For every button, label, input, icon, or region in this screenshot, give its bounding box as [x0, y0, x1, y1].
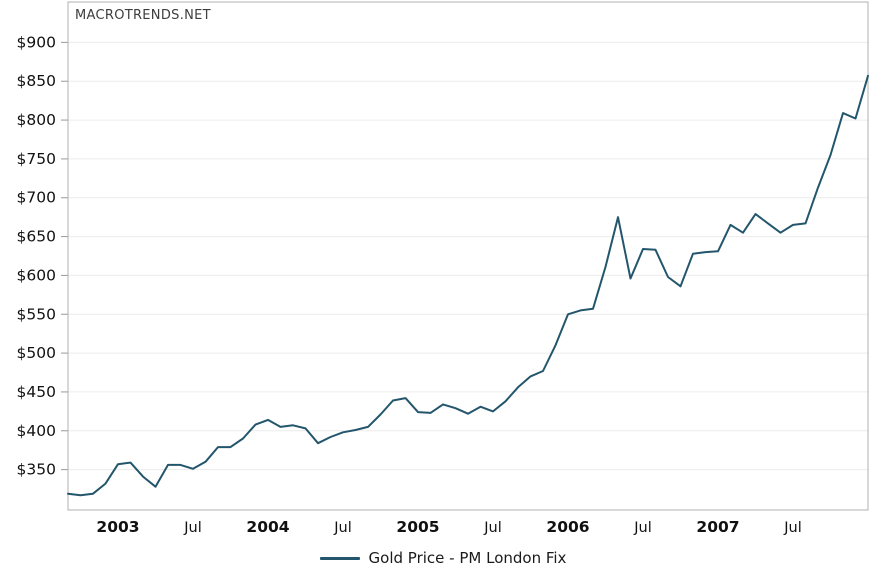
y-tick-label-450: $450	[17, 383, 56, 401]
x-tick-label-2004-16: 2004	[246, 518, 289, 536]
x-tick-label-jul-58: Jul	[783, 520, 802, 536]
macrotrends-watermark: MACROTRENDS.NET	[75, 8, 211, 23]
gold-price-series-line	[67, 74, 869, 497]
y-tick-label-750: $750	[17, 150, 56, 168]
y-tick-label-350: $350	[17, 461, 56, 479]
y-tick-label-500: $500	[17, 344, 56, 362]
legend-item-gold-price[interactable]: Gold Price - PM London Fix	[0, 545, 886, 571]
x-tick-label-jul-22: Jul	[333, 520, 352, 536]
y-tick-label-800: $800	[17, 111, 56, 129]
plot-frame	[67, 1, 869, 511]
y-tick-label-550: $550	[17, 305, 56, 323]
x-tick-label-2003-4: 2003	[96, 518, 139, 536]
legend-line-swatch	[319, 556, 360, 560]
x-tick-label-jul-10: Jul	[183, 520, 202, 536]
y-tick-label-650: $650	[17, 228, 56, 246]
y-tick-label-850: $850	[17, 72, 56, 90]
x-tick-label-2007-52: 2007	[696, 518, 739, 536]
y-tick-label-900: $900	[17, 33, 56, 51]
legend-label: Gold Price - PM London Fix	[368, 549, 567, 567]
y-tick-label-400: $400	[17, 422, 56, 440]
x-tick-label-jul-46: Jul	[633, 520, 652, 536]
x-tick-label-2005-28: 2005	[396, 518, 439, 536]
x-tick-label-2006-40: 2006	[546, 518, 589, 536]
y-tick-label-600: $600	[17, 266, 56, 284]
x-tick-label-jul-34: Jul	[483, 520, 502, 536]
y-tick-label-700: $700	[17, 189, 56, 207]
